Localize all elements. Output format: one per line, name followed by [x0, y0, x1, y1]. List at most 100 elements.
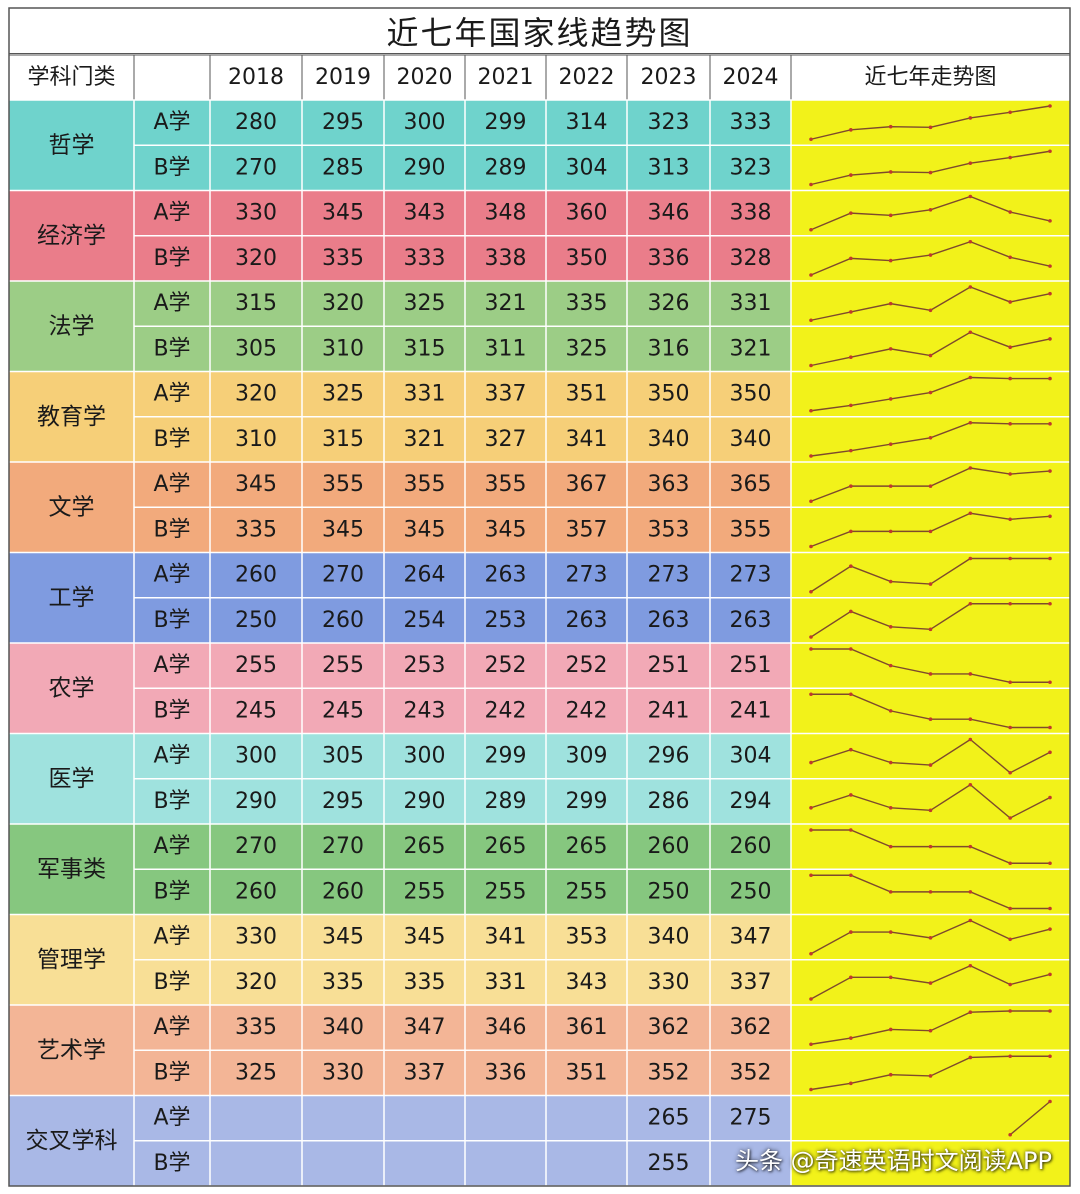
value-cell: 325 [235, 1060, 277, 1085]
sparkline-bg [791, 597, 1070, 643]
value-cell: 355 [485, 472, 527, 497]
sparkline-bg [791, 552, 1070, 598]
value-cell: 340 [322, 1015, 364, 1040]
sparkline-point [888, 663, 893, 668]
sparkline-bg [791, 733, 1070, 779]
row-label: B学 [153, 517, 190, 542]
sparkline-point [849, 173, 853, 177]
sparkline-point [968, 1010, 973, 1015]
value-cell: 263 [485, 563, 527, 588]
row-label: A学 [153, 201, 190, 226]
value-cell: 265 [404, 834, 446, 859]
sparkline-point [888, 170, 893, 174]
sparkline-point [968, 717, 973, 721]
value-cell: 300 [404, 744, 446, 769]
value-cell: 250 [648, 879, 690, 904]
sparkline-point [928, 627, 933, 632]
sparkline-point [849, 448, 853, 453]
sparkline-point [888, 301, 893, 306]
sparkline-point [888, 124, 893, 129]
value-cell: 300 [404, 110, 446, 135]
sparkline-point [809, 692, 813, 697]
group-label: 经济学 [37, 223, 106, 249]
sparkline-point [1048, 601, 1052, 606]
sparkline-point [888, 805, 893, 810]
value-cell: 330 [322, 1060, 364, 1085]
sparkline-point [809, 760, 813, 765]
value-cell: 285 [322, 155, 364, 180]
value-cell: 327 [485, 427, 527, 452]
sparkline-point [928, 170, 933, 175]
header-row [8, 54, 1071, 101]
value-cell: 350 [648, 382, 690, 407]
sparkline-bg [791, 1140, 1070, 1186]
value-cell: 273 [730, 563, 772, 588]
sparkline-bg [791, 281, 1070, 327]
sparkline-point [849, 1081, 853, 1086]
sparkline-point [1008, 906, 1012, 911]
sparkline-bg [791, 778, 1070, 824]
sparkline-point [1048, 750, 1052, 755]
value-cell: 290 [235, 789, 277, 814]
value-cell: 326 [648, 291, 690, 316]
sparkline-bg [791, 1050, 1070, 1096]
value-cell: 314 [566, 110, 608, 135]
value-cell: 365 [730, 472, 772, 497]
sparkline-point [849, 747, 853, 752]
header-year: 2018 [228, 65, 284, 90]
value-cell: 245 [322, 698, 364, 723]
sparkline-point [928, 208, 933, 212]
value-cell: 289 [485, 789, 527, 814]
sparkline-point [928, 763, 933, 767]
row-label: A学 [153, 291, 190, 316]
row-label: A学 [153, 653, 190, 678]
sparkline-point [888, 213, 893, 218]
sparkline-point [809, 647, 813, 651]
sparkline-point [888, 529, 893, 534]
sparkline-point [1048, 680, 1052, 685]
sparkline-point [968, 194, 973, 199]
group-label: 交叉学科 [26, 1128, 118, 1154]
value-cell: 338 [485, 246, 527, 271]
sparkline-point [1008, 601, 1012, 606]
sparkline-point [968, 1055, 973, 1060]
sparkline-point [1008, 472, 1012, 476]
sparkline-bg [791, 145, 1070, 191]
value-cell: 260 [322, 879, 364, 904]
sparkline-point [849, 1036, 853, 1040]
value-cell: 316 [648, 336, 690, 361]
sparkline-point [888, 930, 893, 934]
sparkline-point [809, 997, 813, 1001]
value-cell: 335 [235, 517, 277, 542]
value-cell: 345 [322, 517, 364, 542]
row-label: A学 [153, 110, 190, 135]
sparkline-point [968, 116, 973, 120]
value-cell: 299 [485, 110, 527, 135]
value-cell: 245 [235, 698, 277, 723]
sparkline-point [1048, 861, 1052, 866]
value-cell: 335 [322, 246, 364, 271]
value-cell: 362 [730, 1015, 772, 1040]
sparkline-bg [791, 1095, 1070, 1141]
value-cell: 315 [322, 427, 364, 452]
sparkline-point [888, 347, 893, 351]
value-cell: 361 [566, 1015, 608, 1040]
sparkline-point [968, 420, 973, 425]
value-cell: 321 [485, 291, 527, 316]
sparkline-point [888, 760, 893, 765]
sparkline-point [1048, 337, 1052, 341]
value-cell: 273 [566, 563, 608, 588]
group-label: 军事类 [37, 856, 106, 882]
sparkline-point [968, 375, 973, 380]
sparkline-point [928, 981, 933, 985]
sparkline-point [849, 609, 853, 614]
sparkline-point [888, 258, 893, 263]
value-cell: 325 [566, 336, 608, 361]
sparkline-point [928, 717, 933, 721]
sparkline-point [849, 647, 853, 651]
sparkline-point [928, 353, 933, 358]
sparkline-point [809, 318, 813, 323]
sparkline-point [1048, 422, 1052, 426]
sparkline-point [849, 692, 853, 697]
sparkline-point [1048, 149, 1052, 154]
